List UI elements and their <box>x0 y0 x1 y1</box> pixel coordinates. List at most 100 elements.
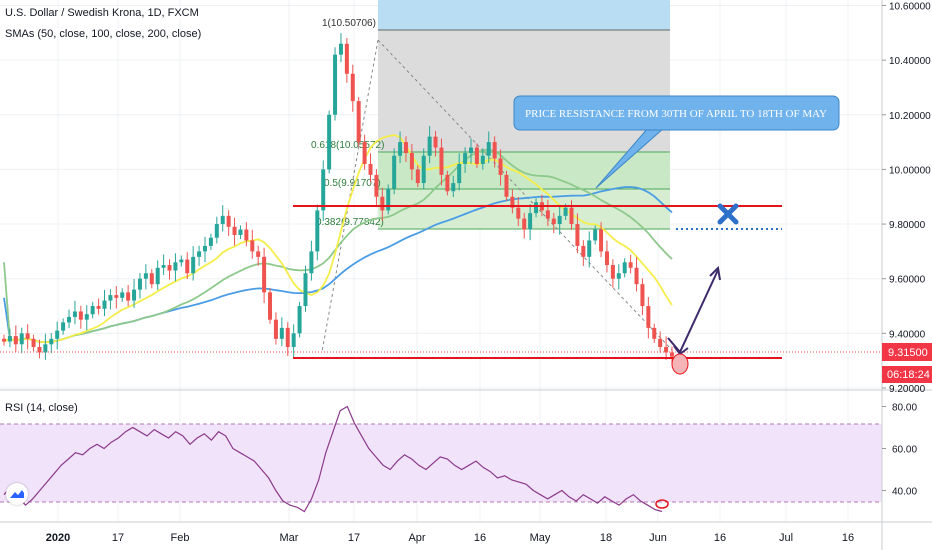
candle-body[interactable] <box>374 174 379 197</box>
candle-body[interactable] <box>309 251 314 274</box>
candle-body[interactable] <box>451 183 456 192</box>
candle-body[interactable] <box>504 174 509 197</box>
candle-body[interactable] <box>61 322 66 331</box>
candle-body[interactable] <box>599 229 604 252</box>
time-axis[interactable]: 2020 17 Feb Mar 17 Apr 16 May 18 Jun 16 Jul 16 <box>46 532 854 544</box>
candle-body[interactable] <box>433 136 438 148</box>
candle-body[interactable] <box>214 224 219 238</box>
candle-body[interactable] <box>409 153 414 170</box>
candle-body[interactable] <box>516 207 521 219</box>
candle-body[interactable] <box>197 251 202 257</box>
candle-body[interactable] <box>528 213 533 230</box>
candle-body[interactable] <box>279 327 284 339</box>
candle-body[interactable] <box>557 215 562 225</box>
candle-body[interactable] <box>338 43 343 55</box>
candle-body[interactable] <box>604 251 609 266</box>
candle-body[interactable] <box>250 240 255 252</box>
candle-body[interactable] <box>84 314 89 320</box>
candle-body[interactable] <box>67 316 72 323</box>
candle-body[interactable] <box>13 336 18 345</box>
candle-body[interactable] <box>616 273 621 279</box>
candle-body[interactable] <box>114 295 119 298</box>
candle-body[interactable] <box>439 147 444 175</box>
candle-body[interactable] <box>356 101 361 143</box>
candle-body[interactable] <box>273 319 278 339</box>
candle-body[interactable] <box>350 73 355 102</box>
candle-body[interactable] <box>652 327 657 339</box>
candle-body[interactable] <box>380 196 385 211</box>
candle-body[interactable] <box>55 330 60 339</box>
candle-body[interactable] <box>161 265 166 268</box>
x-cross-icon[interactable] <box>717 203 739 225</box>
candle-body[interactable] <box>362 142 367 164</box>
candle-body[interactable] <box>587 240 592 257</box>
candle-body[interactable] <box>78 311 83 320</box>
candle-body[interactable] <box>143 273 148 279</box>
rsi-legend[interactable]: RSI (14, close) <box>4 401 79 415</box>
rsi-circle-marker[interactable] <box>655 499 669 509</box>
candle-body[interactable] <box>285 327 290 348</box>
candle-body[interactable] <box>392 155 397 189</box>
callout-annotation[interactable]: PRICE RESISTANCE FROM 30TH OF APRIL TO 1… <box>513 95 840 189</box>
tradingview-logo-icon[interactable] <box>6 483 28 505</box>
candle-body[interactable] <box>646 306 651 328</box>
candle-body[interactable] <box>480 155 485 164</box>
candle-body[interactable] <box>173 262 178 271</box>
candle-body[interactable] <box>149 273 154 285</box>
candle-body[interactable] <box>522 218 527 230</box>
candle-body[interactable] <box>486 142 491 156</box>
candle-body[interactable] <box>658 338 663 348</box>
candle-body[interactable] <box>474 147 479 164</box>
candle-body[interactable] <box>634 267 639 285</box>
candle-body[interactable] <box>120 292 125 298</box>
candle-body[interactable] <box>208 237 213 246</box>
candle-body[interactable] <box>2 338 6 342</box>
candle-body[interactable] <box>31 338 36 348</box>
low-circle-marker[interactable] <box>671 353 689 375</box>
candle-body[interactable] <box>563 207 568 216</box>
candle-body[interactable] <box>102 300 107 309</box>
price-axis[interactable]: 10.60000 10.40000 10.20000 10.00000 9.80000 9… <box>882 1 931 395</box>
candle-body[interactable] <box>427 136 432 156</box>
candle-body[interactable] <box>333 54 338 115</box>
candle-body[interactable] <box>244 229 249 241</box>
candle-body[interactable] <box>49 338 54 345</box>
candle-body[interactable] <box>167 265 172 271</box>
candle-body[interactable] <box>327 114 332 170</box>
candle-body[interactable] <box>498 158 503 175</box>
candle-body[interactable] <box>126 292 131 301</box>
candle-body[interactable] <box>398 142 403 156</box>
rsi-axis[interactable]: 80.00 60.00 40.00 <box>882 403 917 498</box>
candle-body[interactable] <box>19 333 24 345</box>
sma-legend[interactable]: SMAs (50, close, 100, close, 200, close) <box>4 27 203 41</box>
candle-body[interactable] <box>534 202 539 214</box>
candle-body[interactable] <box>43 344 48 353</box>
candle-body[interactable] <box>463 153 468 164</box>
candle-body[interactable] <box>640 284 645 307</box>
candle-body[interactable] <box>581 245 586 257</box>
candle-body[interactable] <box>403 142 408 154</box>
candle-body[interactable] <box>628 262 633 268</box>
candlesticks[interactable] <box>2 33 674 366</box>
candle-body[interactable] <box>179 259 184 263</box>
candle-body[interactable] <box>220 215 225 225</box>
candle-body[interactable] <box>303 273 308 307</box>
candle-body[interactable] <box>262 256 267 293</box>
candle-body[interactable] <box>191 256 196 274</box>
candle-body[interactable] <box>232 226 237 235</box>
candle-body[interactable] <box>415 169 420 184</box>
candle-body[interactable] <box>315 210 320 252</box>
candle-body[interactable] <box>291 333 296 348</box>
candle-body[interactable] <box>238 229 243 235</box>
candle-body[interactable] <box>551 218 556 225</box>
candle-body[interactable] <box>185 259 190 274</box>
candle-body[interactable] <box>545 210 550 219</box>
candle-body[interactable] <box>297 306 302 334</box>
candle-body[interactable] <box>492 142 497 159</box>
candle-body[interactable] <box>108 295 113 301</box>
candle-body[interactable] <box>321 169 326 211</box>
candle-body[interactable] <box>37 347 42 353</box>
candle-body[interactable] <box>670 352 674 357</box>
candle-body[interactable] <box>457 163 462 184</box>
